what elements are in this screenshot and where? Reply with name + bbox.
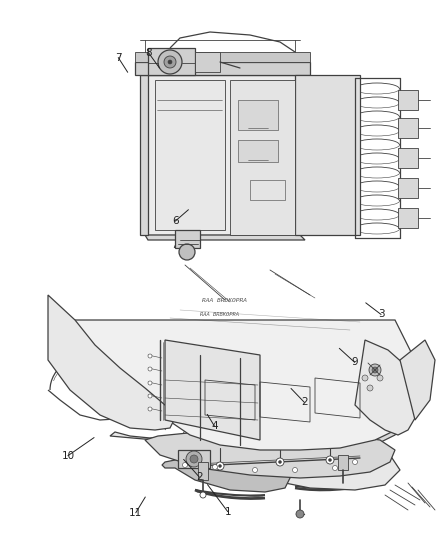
Text: 1: 1 [224, 507, 231, 516]
Polygon shape [110, 432, 400, 490]
PathPatch shape [330, 360, 415, 445]
Polygon shape [195, 52, 220, 72]
Polygon shape [165, 340, 260, 440]
Polygon shape [398, 208, 418, 228]
Text: 2: 2 [301, 398, 308, 407]
Circle shape [148, 394, 152, 398]
Text: 7: 7 [115, 53, 122, 62]
Polygon shape [338, 455, 348, 470]
Circle shape [369, 364, 381, 376]
Circle shape [372, 367, 378, 373]
Circle shape [164, 56, 176, 68]
Text: RAA BRDKOPRA: RAA BRDKOPRA [202, 297, 247, 303]
Polygon shape [398, 178, 418, 198]
Polygon shape [355, 340, 418, 435]
Polygon shape [135, 52, 310, 62]
Polygon shape [145, 235, 305, 240]
Circle shape [296, 510, 304, 518]
Circle shape [183, 463, 187, 467]
Circle shape [200, 492, 206, 498]
Circle shape [377, 375, 383, 381]
Polygon shape [162, 453, 290, 492]
Circle shape [179, 244, 195, 260]
Circle shape [212, 464, 218, 470]
Circle shape [279, 461, 282, 464]
Circle shape [293, 467, 297, 472]
Text: 3: 3 [378, 310, 385, 319]
Circle shape [276, 458, 284, 466]
Circle shape [168, 60, 172, 64]
Polygon shape [48, 295, 175, 430]
Text: 4: 4 [211, 422, 218, 431]
Circle shape [326, 456, 334, 464]
Circle shape [148, 381, 152, 385]
Polygon shape [175, 230, 200, 248]
Circle shape [190, 455, 198, 463]
Polygon shape [155, 80, 225, 230]
Text: 9: 9 [351, 358, 358, 367]
Circle shape [252, 467, 258, 472]
Polygon shape [400, 340, 435, 420]
Polygon shape [295, 75, 360, 235]
Polygon shape [238, 140, 278, 162]
Text: 2: 2 [196, 472, 203, 482]
Circle shape [219, 464, 222, 467]
Circle shape [367, 385, 373, 391]
Polygon shape [230, 80, 295, 235]
Circle shape [148, 354, 152, 358]
Text: 8: 8 [145, 49, 152, 58]
Text: 10: 10 [61, 451, 74, 461]
Text: 11: 11 [129, 508, 142, 518]
Circle shape [158, 50, 182, 74]
Circle shape [362, 375, 368, 381]
Polygon shape [50, 320, 420, 450]
Circle shape [148, 367, 152, 371]
Circle shape [332, 465, 338, 471]
Polygon shape [398, 90, 418, 110]
Polygon shape [145, 430, 395, 478]
Polygon shape [398, 118, 418, 138]
Circle shape [328, 458, 332, 462]
Polygon shape [140, 75, 148, 235]
Circle shape [216, 462, 224, 470]
Polygon shape [178, 450, 210, 468]
Polygon shape [398, 148, 418, 168]
Polygon shape [148, 48, 195, 75]
Text: 6: 6 [172, 216, 179, 226]
Text: RAA BRBKOPRA: RAA BRBKOPRA [201, 312, 240, 318]
Circle shape [148, 407, 152, 411]
Circle shape [353, 459, 357, 464]
Polygon shape [198, 462, 208, 480]
Polygon shape [135, 62, 310, 75]
Polygon shape [238, 100, 278, 130]
Circle shape [186, 451, 202, 467]
Polygon shape [145, 75, 300, 235]
